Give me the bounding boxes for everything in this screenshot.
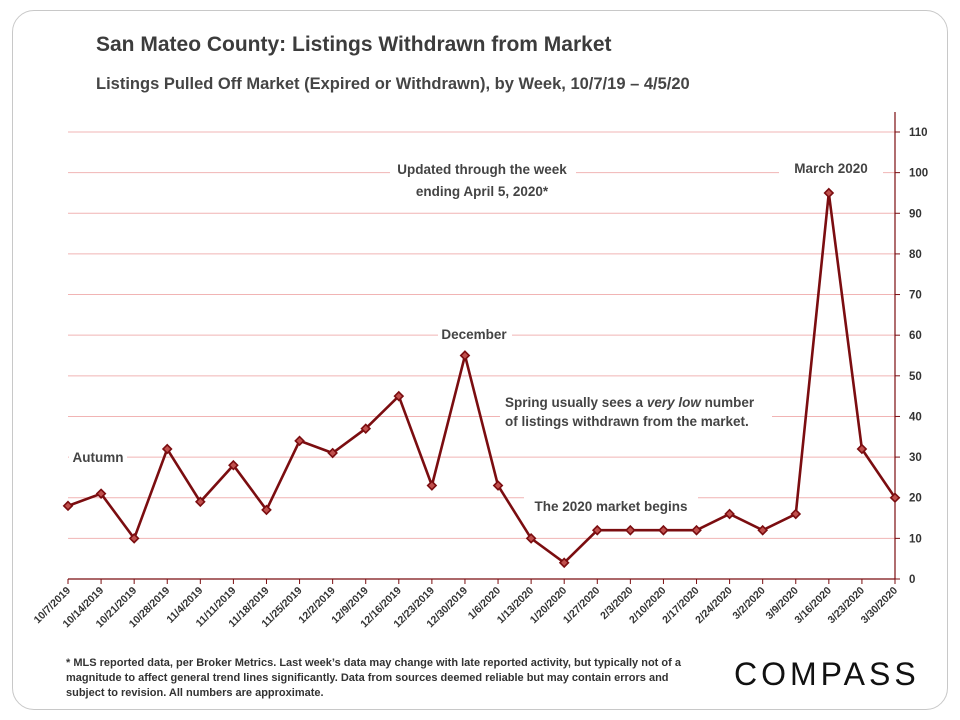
data-point [691,524,702,536]
data-point [625,524,636,536]
data-point [856,443,868,455]
data-point [757,524,769,536]
y-tick-label: 60 [909,330,922,342]
y-tick-label: 30 [909,452,922,464]
annotation-bg [500,389,772,407]
annotations: Autumn December Updated through the week en… [69,160,883,515]
annotation-bg [438,326,512,344]
annotation-bg [524,497,698,515]
data-point [228,459,239,471]
annotation-spring-line-1: Spring usually sees a very low number [505,395,755,410]
annotation-march: March 2020 [794,161,868,176]
compass-logo: COMPASS [734,656,920,692]
data-point [62,500,74,512]
annotation-market2020: The 2020 market begins [534,499,687,514]
annotation-spring-italic: very low [647,395,703,410]
data-point [294,435,305,447]
data-point [525,533,537,544]
annotation-updated_1: Updated through the week [397,162,567,177]
annotation-bg [500,413,772,431]
data-point [95,488,107,499]
annotation-bg [69,449,127,467]
data-point [161,443,173,455]
y-tick-labels: 0 10 20 30 40 50 60 70 80 90 100 110 [909,127,928,586]
y-tick-label: 70 [909,290,922,302]
chart-title: San Mateo County: Listings Withdrawn fro… [96,33,612,56]
data-point [426,480,438,491]
y-tick-label: 0 [909,574,915,586]
series-line [67,192,897,565]
annotation-bg [779,160,883,178]
data-point [492,480,504,491]
chart-subtitle: Listings Pulled Off Market (Expired or W… [96,75,690,93]
data-point [393,390,405,402]
data-point [360,423,372,434]
annotation-updated_2: ending April 5, 2020* [416,184,549,199]
annotation-spring_2: of listings withdrawn from the market. [505,414,749,429]
annotation-december: December [441,327,507,342]
data-point [327,447,338,459]
data-point [591,524,603,536]
data-point [558,557,570,569]
x-tick-label: 2/24/2020 [693,585,735,627]
x-tick-label: 1/27/2020 [561,585,603,627]
data-point [790,508,802,520]
x-tick-label: 3/2/2020 [730,585,767,622]
y-tick-label: 110 [909,127,928,139]
data-point [459,350,471,361]
data-point [194,496,206,508]
data-point [128,533,140,544]
annotation-spring-part-1: Spring usually sees a [505,395,647,410]
annotation-bg [390,160,576,178]
annotation-bg [405,182,559,200]
y-tick-label: 100 [909,168,928,180]
data-point [724,508,735,520]
data-point [823,187,835,199]
data-point [261,504,272,516]
data-point [658,524,669,536]
data-point [889,492,901,504]
series-listings-withdrawn [62,187,901,569]
y-tick-label: 50 [909,371,922,383]
x-tick-label: 3/30/2020 [859,585,901,627]
slide-frame [12,10,948,710]
footnote: * MLS reported data, per Broker Metrics.… [66,657,681,699]
x-tick-labels: 10/7/201910/14/201910/21/201910/28/20191… [32,585,901,631]
annotation-spring-part-3: number [701,395,755,410]
y-tick-label: 10 [909,533,922,545]
y-tick-label: 20 [909,493,922,505]
axes [67,112,900,584]
annotation-autumn: Autumn [73,450,124,465]
y-tick-label: 80 [909,249,922,261]
y-tick-label: 40 [909,411,922,423]
y-tick-label: 90 [909,208,922,220]
